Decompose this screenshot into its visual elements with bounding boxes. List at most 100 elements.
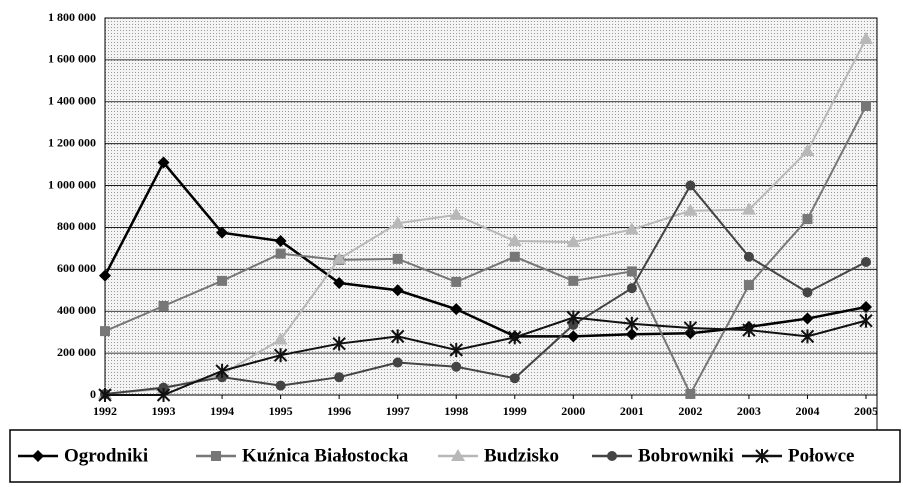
- marker: [626, 283, 637, 294]
- marker: [451, 361, 462, 372]
- marker: [566, 235, 581, 248]
- marker: [508, 330, 522, 345]
- y-tick-label: 1 000 000: [48, 177, 96, 191]
- marker: [802, 287, 813, 298]
- plot-area: [104, 17, 878, 396]
- marker: [332, 336, 346, 351]
- marker: [273, 332, 288, 345]
- marker: [685, 388, 696, 399]
- marker: [509, 373, 520, 384]
- marker: [741, 202, 756, 215]
- legend-label: Bobrowniki: [638, 445, 734, 466]
- x-tick-label: 2005: [854, 404, 878, 418]
- marker: [217, 275, 228, 286]
- marker: [861, 100, 871, 111]
- y-tick-label: 1 600 000: [48, 52, 96, 66]
- y-tick-label: 1 400 000: [48, 94, 96, 108]
- marker: [800, 329, 815, 344]
- marker: [216, 226, 229, 239]
- y-tick-label: 1 200 000: [48, 135, 96, 149]
- marker: [802, 214, 813, 225]
- marker: [211, 451, 221, 461]
- x-tick-label: 1995: [269, 404, 293, 418]
- x-tick-label: 1999: [503, 404, 527, 418]
- marker: [332, 251, 347, 264]
- marker: [743, 251, 754, 262]
- marker: [743, 280, 754, 291]
- marker: [801, 312, 814, 325]
- marker: [626, 266, 637, 277]
- marker: [683, 320, 698, 335]
- marker: [275, 380, 286, 391]
- marker: [100, 326, 110, 337]
- marker: [450, 303, 463, 316]
- legend-label: Połowce: [788, 445, 854, 466]
- marker: [275, 248, 286, 259]
- x-tick-label: 2001: [620, 404, 644, 418]
- marker: [32, 450, 44, 462]
- marker: [391, 284, 404, 297]
- x-tick-label: 2002: [678, 404, 702, 418]
- marker: [607, 451, 617, 461]
- marker: [800, 143, 815, 156]
- marker: [99, 269, 111, 282]
- y-tick-label: 400 000: [57, 303, 96, 317]
- series-line: [103, 160, 867, 338]
- marker: [860, 301, 872, 314]
- marker: [390, 216, 405, 229]
- x-tick-label: 2000: [561, 404, 585, 418]
- marker: [392, 253, 403, 264]
- x-tick-label: 1993: [152, 404, 176, 418]
- x-tick-label: 2004: [795, 404, 819, 418]
- series-line: [104, 183, 867, 395]
- marker: [390, 329, 405, 344]
- y-tick-label: 0: [90, 387, 96, 401]
- marker: [274, 235, 287, 248]
- marker: [98, 388, 112, 402]
- marker: [755, 449, 769, 463]
- legend-label: Budzisko: [484, 445, 559, 466]
- x-tick-label: 1998: [444, 404, 468, 418]
- marker: [507, 234, 522, 247]
- series-line: [104, 105, 867, 397]
- marker: [859, 313, 873, 328]
- marker: [625, 328, 638, 341]
- marker: [215, 363, 229, 378]
- marker: [566, 310, 581, 325]
- x-tick-label: 1992: [93, 404, 117, 418]
- marker: [683, 203, 698, 216]
- marker: [156, 388, 171, 402]
- marker: [451, 449, 465, 461]
- marker: [568, 319, 579, 330]
- x-tick-label: 1994: [210, 404, 234, 418]
- y-tick-label: 200 000: [57, 345, 96, 359]
- marker: [568, 275, 579, 286]
- x-tick-label: 1997: [386, 404, 410, 418]
- marker: [742, 323, 756, 338]
- series-line: [105, 316, 867, 396]
- x-tick-label: 2003: [737, 404, 761, 418]
- y-tick-label: 600 000: [57, 261, 96, 275]
- marker: [158, 382, 169, 393]
- y-tick-label: 800 000: [57, 219, 96, 233]
- marker: [861, 257, 871, 268]
- legend-label: Ogrodniki: [64, 445, 148, 466]
- marker: [451, 276, 462, 287]
- marker: [333, 276, 346, 289]
- marker: [158, 300, 169, 311]
- marker: [334, 372, 345, 383]
- marker: [273, 348, 288, 363]
- marker: [685, 180, 696, 191]
- marker: [859, 31, 873, 44]
- marker: [157, 156, 170, 169]
- marker: [625, 316, 639, 331]
- marker: [449, 342, 463, 357]
- x-tick-label: 1996: [327, 404, 351, 418]
- marker: [509, 251, 520, 262]
- legend-label: Kuźnica Białostocka: [242, 445, 409, 466]
- y-tick-label: 1 800 000: [48, 10, 96, 24]
- marker: [392, 357, 403, 368]
- marker: [567, 330, 580, 343]
- marker: [449, 207, 464, 220]
